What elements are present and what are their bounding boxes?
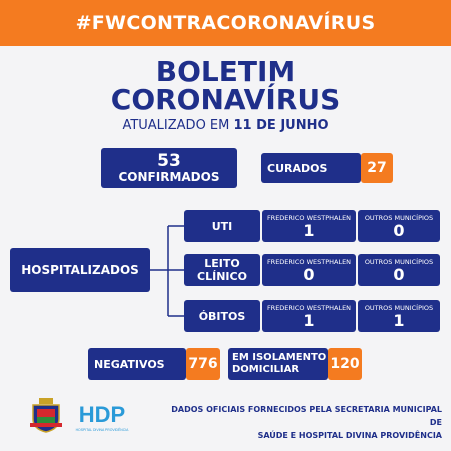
footer-line2: SAÚDE E HOSPITAL DIVINA PROVIDÊNCIA bbox=[257, 431, 442, 440]
row-uti-other: OUTROS MUNICÍPIOS 0 bbox=[358, 210, 440, 242]
col-fw-label: FREDERICO WESTPHALEN bbox=[266, 213, 352, 222]
hashtag-banner: #FWCONTRACORONAVÍRUS bbox=[0, 0, 451, 46]
updated-date: 11 DE JUNHO bbox=[233, 118, 329, 133]
leito-fw-value: 0 bbox=[303, 264, 315, 284]
municipal-coat-of-arms-icon bbox=[30, 398, 62, 433]
isolation-line1: EM ISOLAMENTO bbox=[232, 352, 327, 363]
updated-date-text: ATUALIZADO EM 11 DE JUNHO bbox=[0, 118, 451, 133]
confirmed-value: 53 bbox=[157, 150, 181, 171]
isolation-label: EM ISOLAMENTO DOMICILIAR bbox=[228, 348, 328, 380]
row-leito-other: OUTROS MUNICÍPIOS 0 bbox=[358, 254, 440, 286]
hdp-logo-text: HDP bbox=[79, 402, 125, 427]
cured-label: CURADOS bbox=[261, 153, 361, 183]
col-other-label: OUTROS MUNICÍPIOS bbox=[364, 257, 434, 266]
hdp-logo-subtext: HOSPITAL DIVINA PROVIDÊNCIA bbox=[76, 427, 129, 432]
row-leito-fw: FREDERICO WESTPHALEN 0 bbox=[262, 254, 356, 286]
obitos-other-value: 1 bbox=[393, 310, 405, 330]
row-obitos-other: OUTROS MUNICÍPIOS 1 bbox=[358, 300, 440, 332]
col-other-label: OUTROS MUNICÍPIOS bbox=[364, 303, 434, 312]
row-obitos-fw: FREDERICO WESTPHALEN 1 bbox=[262, 300, 356, 332]
title-line2: CORONAVÍRUS bbox=[110, 83, 341, 116]
row-uti-label: UTI bbox=[184, 210, 260, 242]
isolation-line2: DOMICILIAR bbox=[232, 364, 300, 375]
confirmed-label: CONFIRMADOS bbox=[118, 169, 220, 184]
confirmed-box: 53 CONFIRMADOS bbox=[101, 148, 237, 188]
footer-line1: DADOS OFICIAIS FORNECIDOS PELA SECRETARI… bbox=[171, 405, 442, 427]
col-fw-label: FREDERICO WESTPHALEN bbox=[266, 257, 352, 266]
uti-other-value: 0 bbox=[393, 220, 405, 240]
col-fw-label: FREDERICO WESTPHALEN bbox=[266, 303, 352, 312]
title-line1: BOLETIM bbox=[155, 55, 296, 88]
negative-value: 776 bbox=[186, 348, 220, 380]
footer-source-text: DADOS OFICIAIS FORNECIDOS PELA SECRETARI… bbox=[160, 403, 442, 442]
obitos-fw-value: 1 bbox=[303, 310, 315, 330]
col-other-label: OUTROS MUNICÍPIOS bbox=[364, 213, 434, 222]
uti-fw-value: 1 bbox=[303, 220, 315, 240]
row-leito-label: LEITO CLÍNICO bbox=[184, 254, 260, 286]
hospitalized-box: HOSPITALIZADOS bbox=[10, 248, 150, 292]
leito-other-value: 0 bbox=[393, 264, 405, 284]
row-obitos-label: ÓBITOS bbox=[184, 300, 260, 332]
negative-label: NEGATIVOS bbox=[88, 348, 186, 380]
hdp-hospital-logo: HDP HOSPITAL DIVINA PROVIDÊNCIA bbox=[76, 402, 129, 432]
cured-value: 27 bbox=[361, 153, 393, 183]
row-uti-fw: FREDERICO WESTPHALEN 1 bbox=[262, 210, 356, 242]
isolation-value: 120 bbox=[328, 348, 362, 380]
updated-prefix: ATUALIZADO EM bbox=[122, 118, 234, 133]
